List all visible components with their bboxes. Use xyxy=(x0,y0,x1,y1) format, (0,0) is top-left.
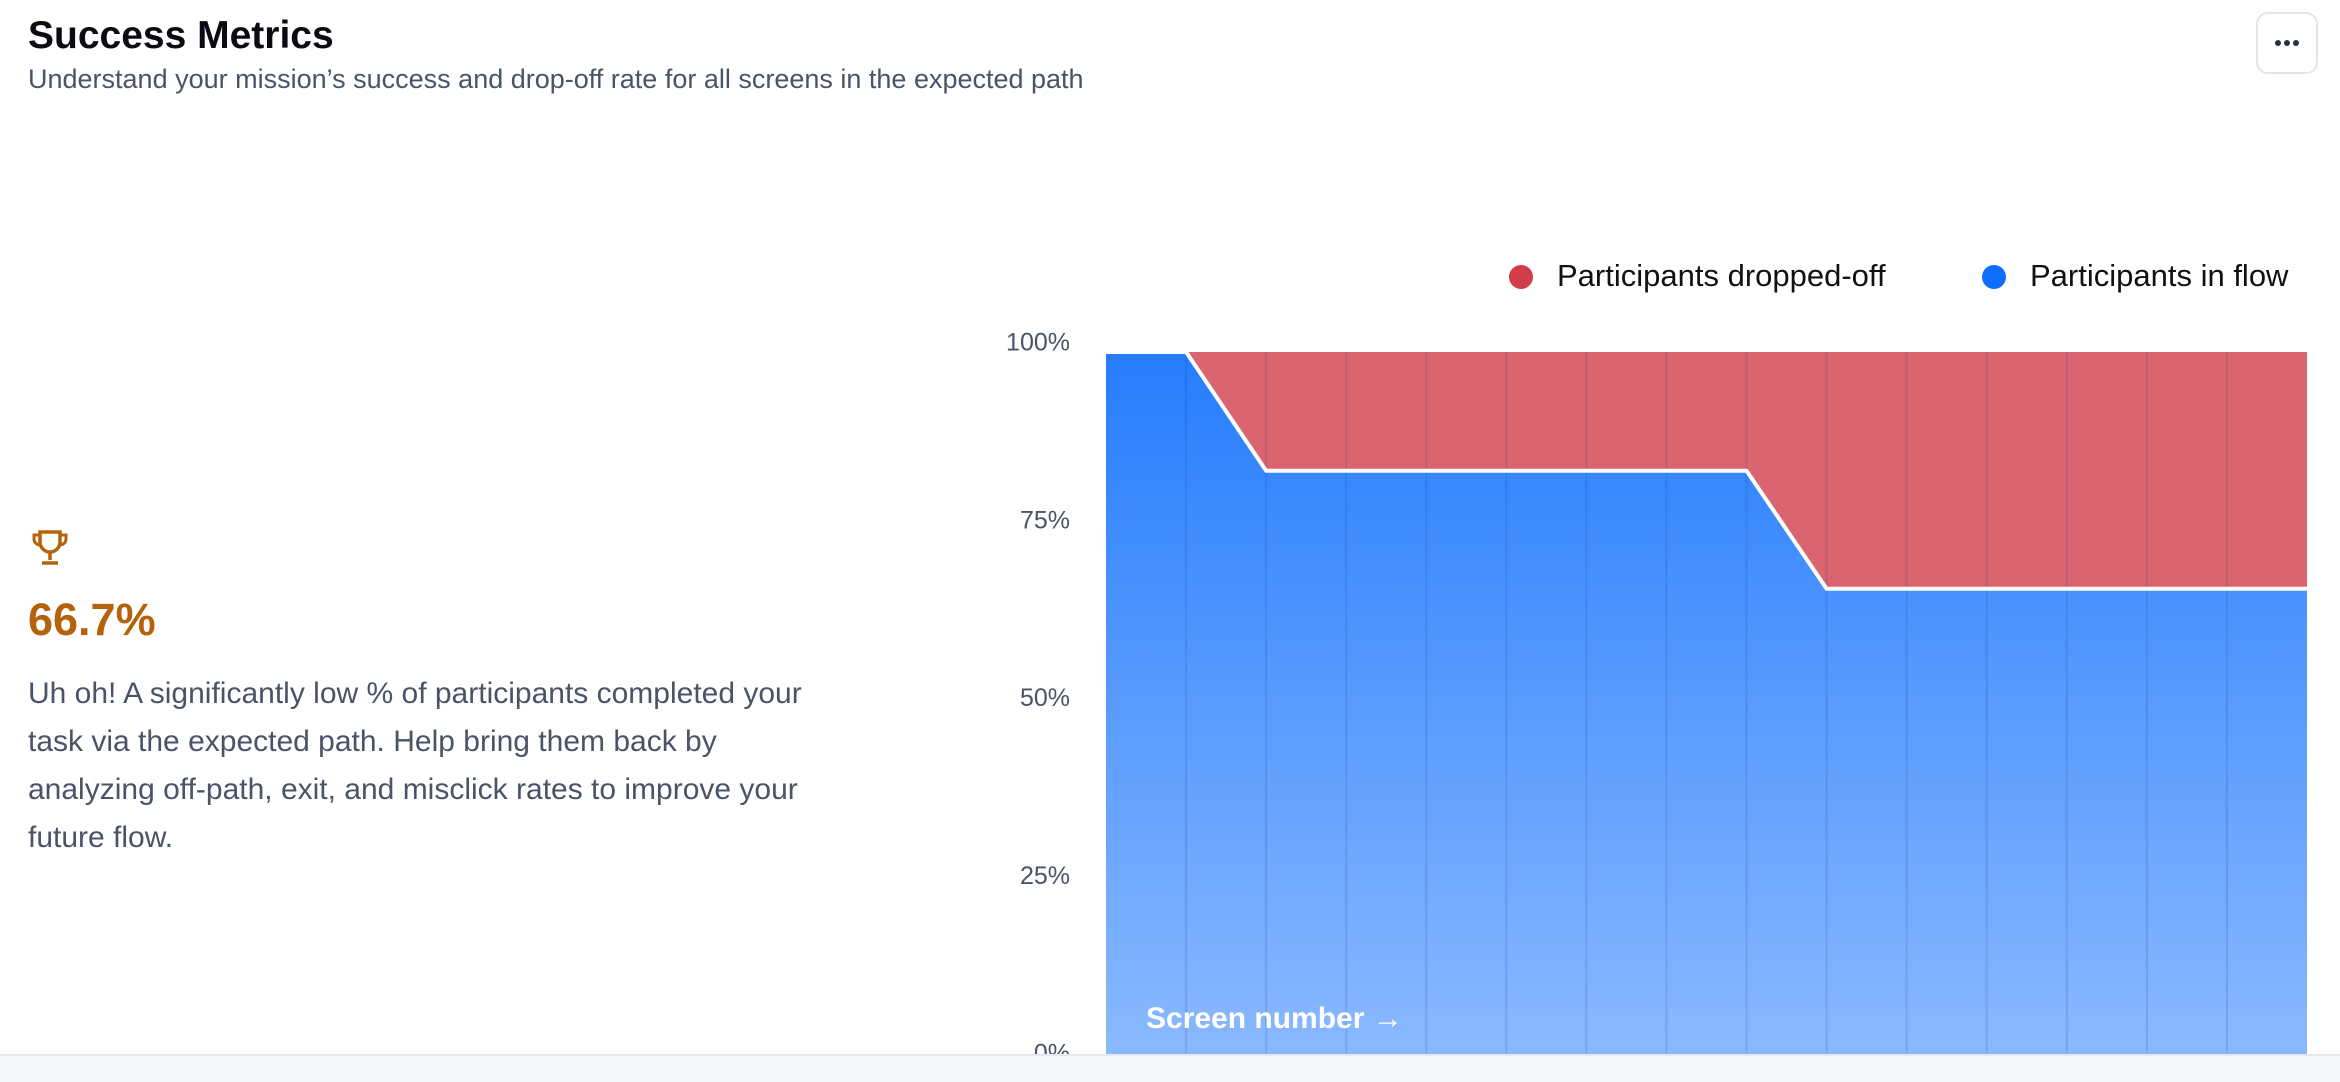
trophy-icon xyxy=(32,530,68,565)
chart: 0% 25% 50% 75% 100% Screen number → Participa… xyxy=(1006,258,2307,1054)
success-rate: 66.7% xyxy=(28,594,156,645)
legend-label: Participants in flow xyxy=(2030,258,2289,293)
more-menu-button[interactable] xyxy=(2256,12,2318,74)
title: Success Metrics xyxy=(28,14,334,57)
bottom-bar xyxy=(0,1054,2340,1082)
success-description: Uh oh! A significantly low % of particip… xyxy=(28,677,802,854)
in-flow-line xyxy=(1106,350,2307,591)
y-tick-label: 50% xyxy=(1020,684,1070,712)
y-tick-label: 25% xyxy=(1020,862,1070,890)
legend-dot xyxy=(1982,265,2006,289)
y-tick-label: 75% xyxy=(1020,506,1070,534)
subtitle: Understand your mission’s success and dr… xyxy=(28,64,1084,94)
legend-dot xyxy=(1509,265,1533,289)
more-icon xyxy=(2275,40,2299,46)
in-flow-area xyxy=(1106,352,2307,1054)
plot-area: 0% 25% 50% 75% 100% Screen number → xyxy=(1006,329,2307,1054)
legend-label: Participants dropped-off xyxy=(1557,258,1886,293)
x-axis-label: Screen number → xyxy=(1146,1002,1403,1035)
y-tick-label: 0% xyxy=(1034,1040,1070,1054)
y-tick-label: 100% xyxy=(1006,329,1070,357)
